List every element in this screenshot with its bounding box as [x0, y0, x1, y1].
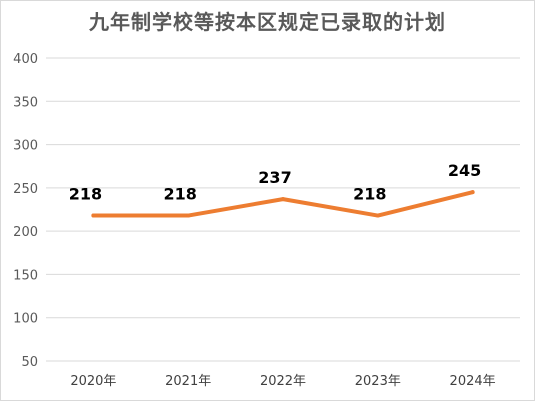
data-point — [91, 213, 96, 218]
y-tick-label: 350 — [13, 95, 38, 110]
y-tick-label: 150 — [13, 268, 38, 283]
data-label: 218 — [353, 185, 386, 204]
x-tick-label: 2024年 — [450, 374, 496, 389]
gridlines — [46, 57, 520, 362]
series-layer — [91, 190, 475, 218]
data-label: 218 — [69, 185, 102, 204]
y-tick-label: 250 — [13, 182, 38, 197]
data-point — [470, 190, 475, 195]
data-labels: 218 218 237 218 245 — [69, 161, 482, 203]
data-label: 237 — [258, 168, 291, 187]
y-axis-ticks: 50 100 150 200 250 300 350 400 — [13, 52, 38, 370]
data-point — [375, 213, 380, 218]
data-label: 245 — [448, 161, 481, 180]
y-tick-label: 400 — [13, 52, 38, 67]
y-tick-label: 200 — [13, 225, 38, 240]
data-point — [281, 197, 285, 202]
x-axis-ticks: 2020年 2021年 2022年 2023年 2024年 — [70, 374, 495, 389]
y-tick-label: 100 — [13, 312, 38, 327]
series-line — [91, 190, 475, 218]
y-tick-label: 300 — [13, 139, 38, 154]
chart-title: 九年制学校等按本区规定已录取的计划 — [89, 10, 446, 34]
data-label: 218 — [163, 185, 196, 204]
y-tick-label: 50 — [21, 355, 38, 370]
x-tick-label: 2021年 — [165, 374, 211, 389]
x-tick-label: 2023年 — [355, 374, 401, 389]
x-tick-label: 2022年 — [260, 374, 306, 389]
x-tick-label: 2020年 — [70, 374, 116, 389]
data-point — [186, 213, 191, 218]
